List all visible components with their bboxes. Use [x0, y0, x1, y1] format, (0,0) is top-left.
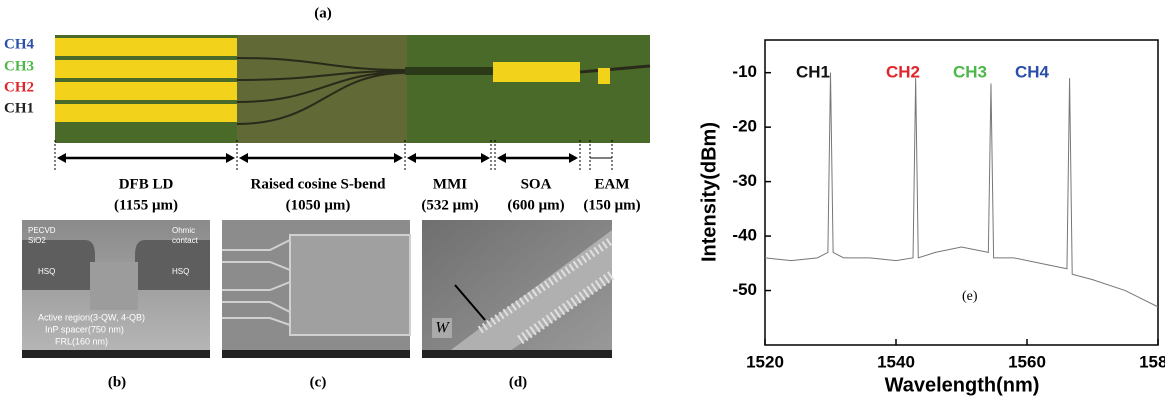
section-name: MMI	[433, 176, 467, 192]
section-length: (600 μm)	[507, 197, 564, 213]
y-tick-label: -50	[732, 280, 757, 299]
sem-label: contact	[172, 236, 199, 245]
spectrum-line	[765, 73, 1158, 307]
sem-label: Ohmic	[172, 226, 195, 235]
channel-label: CH4	[4, 36, 35, 52]
y-tick-label: -20	[732, 117, 757, 136]
sem-label: Active region(3-QW, 4-QB)	[38, 312, 145, 322]
y-axis-title: Intensity(dBm)	[698, 122, 720, 262]
section-dividers	[55, 140, 612, 170]
channel-label: CH2	[4, 79, 34, 95]
sem-label: HSQ	[172, 267, 189, 276]
channel-label: CH1	[4, 100, 34, 116]
x-axis-title: Wavelength(nm)	[885, 374, 1040, 396]
channel-annotation: CH1	[796, 62, 830, 81]
panel-label: (b)	[108, 374, 126, 390]
y-tick-label: -30	[732, 171, 757, 190]
section-length: (1050 μm)	[286, 197, 351, 213]
y-tick-label: -40	[732, 226, 757, 245]
figure: (a) CH4 CH3 CH2 CH1 DFB LD (1155 μm) Rai…	[0, 0, 1165, 403]
x-tick-label: 1540	[877, 352, 915, 371]
sem-label: SiO2	[28, 236, 46, 245]
width-marker: W	[435, 320, 450, 337]
channel-label: CH3	[4, 58, 34, 74]
x-tick-label: 1520	[746, 352, 784, 371]
y-tick-label: -10	[732, 62, 757, 81]
sem-image-c	[222, 220, 410, 358]
section-name: EAM	[595, 176, 630, 192]
x-tick-label: 1560	[1008, 352, 1046, 371]
section-name: DFB LD	[119, 176, 174, 192]
panel-label: (c)	[310, 374, 327, 390]
panel-label: (a)	[314, 5, 332, 21]
sem-label: InP spacer(750 nm)	[45, 324, 124, 334]
panel-label: (e)	[962, 289, 978, 304]
channel-annotation: CH2	[886, 62, 920, 81]
chip-photo	[55, 35, 650, 143]
channel-annotation: CH3	[953, 62, 987, 81]
sem-label: FRL(160 nm)	[55, 336, 108, 346]
section-name: SOA	[521, 176, 552, 192]
channel-annotation: CH4	[1015, 62, 1050, 81]
sem-label: PECVD	[28, 226, 56, 235]
spectrum-chart: Intensity(dBm) Wavelength(nm) (e) -10 -20…	[698, 40, 1165, 396]
panel-label: (d)	[509, 374, 527, 390]
x-tick-label: 1580	[1139, 352, 1165, 371]
section-length: (150 μm)	[583, 197, 640, 213]
section-arrows	[57, 153, 612, 163]
section-length: (1155 μm)	[114, 197, 178, 213]
sem-image-d	[422, 220, 612, 358]
sem-label: HSQ	[38, 267, 55, 276]
section-length: (532 μm)	[421, 197, 478, 213]
section-name: Raised cosine S-bend	[250, 176, 386, 192]
